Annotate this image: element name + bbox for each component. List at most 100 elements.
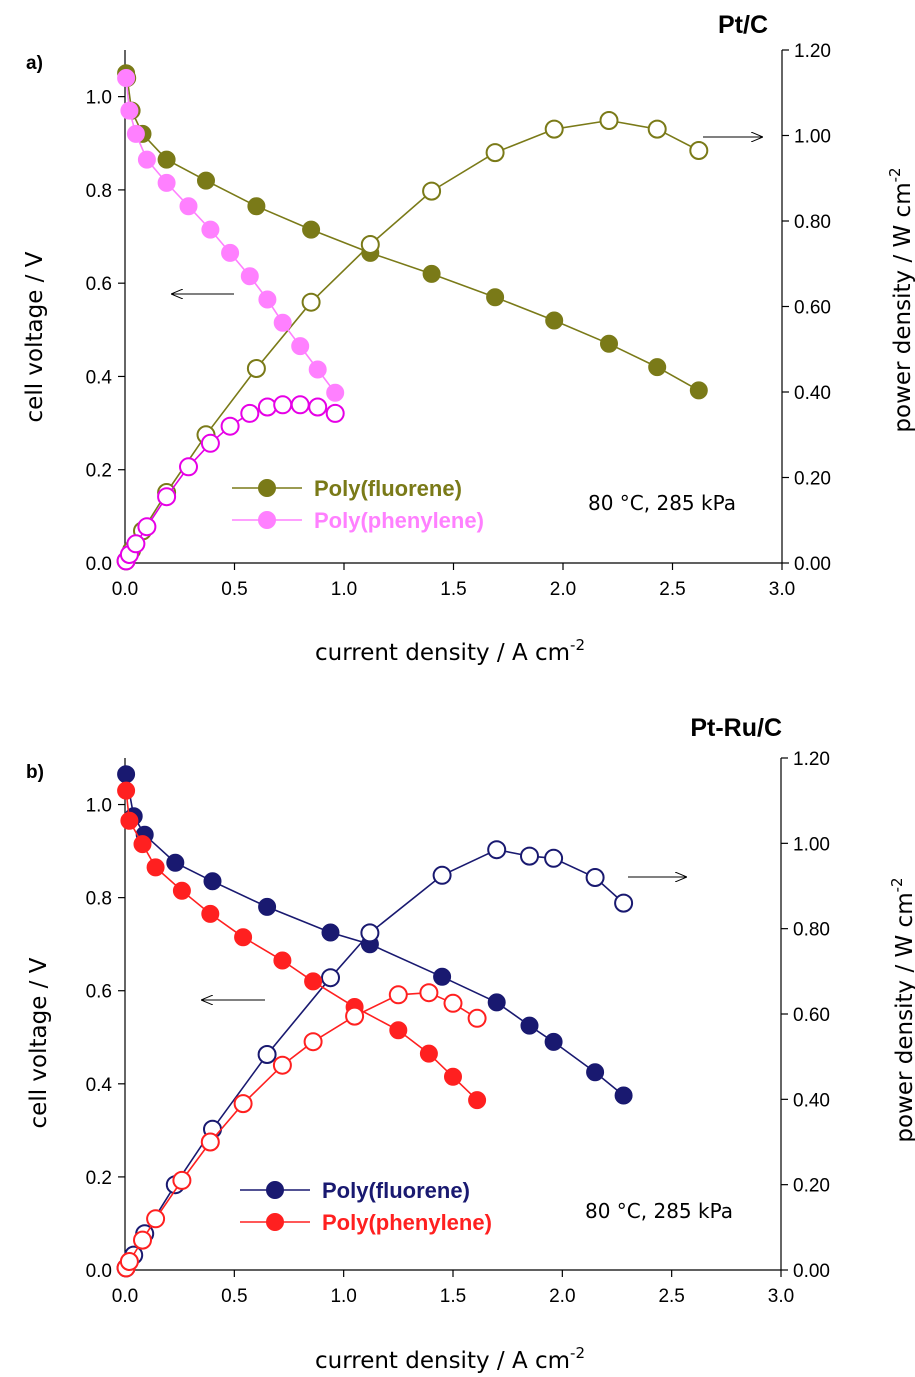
data-point [326, 383, 345, 402]
data-point [544, 1032, 563, 1051]
data-point [345, 1006, 365, 1026]
data-point [308, 360, 327, 379]
data-point [304, 972, 323, 991]
series-voltage-polyphenylene [117, 69, 345, 402]
y-tick-label: 0.6 [86, 982, 112, 1003]
data-point [419, 1044, 438, 1063]
data-point [647, 119, 667, 139]
data-point [321, 968, 340, 988]
data-point [120, 811, 139, 830]
data-point [257, 397, 277, 417]
data-point [179, 197, 198, 216]
data-point [203, 872, 222, 891]
legend-label: Poly(phenylene) [314, 508, 484, 533]
y-tick-label: 0.6 [86, 274, 112, 295]
y2-tick-label: 0.40 [794, 383, 831, 404]
y-tick-label: 0.0 [86, 1261, 112, 1282]
data-point [200, 433, 220, 453]
data-point [360, 923, 380, 943]
legend-label: Poly(fluorene) [322, 1178, 470, 1203]
x-tick-label: 1.0 [330, 1286, 356, 1307]
legend: Poly(fluorene) Poly(phenylene) [232, 476, 484, 533]
y2-tick-label: 0.60 [793, 1005, 830, 1026]
data-point [302, 220, 321, 239]
data-point [290, 395, 310, 415]
data-point [689, 381, 708, 400]
data-point [388, 985, 408, 1005]
x-tick-label: 3.0 [769, 579, 795, 600]
data-point [137, 150, 156, 169]
y-axis-label: cell voltage / V [22, 251, 48, 422]
panel-title: Pt/C [718, 11, 768, 39]
data-point [273, 313, 292, 332]
series-power-polyphenylene [116, 983, 487, 1278]
data-point [544, 119, 564, 139]
panel-title: Pt-Ru/C [690, 714, 782, 742]
data-point [201, 904, 220, 923]
data-point [689, 141, 709, 160]
data-point [467, 1008, 487, 1028]
x-tick-label: 3.0 [768, 1286, 794, 1307]
data-point [273, 395, 293, 415]
y-tick-label: 0.4 [86, 1075, 113, 1096]
data-point [544, 848, 564, 868]
data-point [120, 101, 139, 120]
x-tick-label: 1.0 [331, 579, 357, 600]
data-point [137, 517, 157, 537]
data-point [487, 840, 507, 860]
data-point [443, 993, 463, 1013]
y-tick-label: 1.0 [86, 796, 112, 817]
data-point [389, 1021, 408, 1040]
data-point [648, 358, 667, 377]
y-axis-label: cell voltage / V [26, 957, 52, 1128]
y2-tick-label: 0.20 [793, 1176, 830, 1197]
data-point [179, 457, 198, 477]
legend-label: Poly(fluorene) [314, 476, 462, 501]
y-tick-label: 0.4 [86, 367, 113, 388]
legend-label: Poly(phenylene) [322, 1210, 492, 1235]
data-point [485, 143, 505, 163]
data-point [258, 290, 277, 309]
data-point [133, 1230, 152, 1250]
panel-label: a) [26, 53, 43, 74]
data-point [301, 292, 321, 312]
data-point [321, 923, 340, 942]
y-tick-label: 0.2 [86, 461, 112, 482]
y2-tick-label: 1.20 [793, 749, 830, 770]
data-point [258, 897, 277, 916]
data-point [600, 334, 618, 353]
data-point [308, 397, 328, 417]
data-point [157, 487, 177, 507]
x-tick-label: 2.5 [658, 1286, 684, 1307]
data-point [233, 1094, 253, 1114]
data-point [433, 967, 452, 986]
data-point [200, 1132, 220, 1152]
x-tick-label: 0.0 [112, 1286, 138, 1307]
data-point [419, 983, 439, 1003]
data-point [133, 835, 152, 854]
data-point [166, 853, 185, 872]
data-point [468, 1091, 487, 1110]
data-point [614, 1086, 633, 1105]
x-tick-label: 2.0 [550, 579, 576, 600]
data-point [246, 359, 266, 378]
legend-marker [266, 1181, 284, 1199]
legend-marker [258, 479, 276, 497]
data-point [157, 150, 176, 169]
y-tick-label: 0.8 [86, 889, 112, 910]
data-point [545, 311, 564, 330]
data-point [273, 951, 292, 970]
data-point [432, 865, 452, 885]
y2-tick-label: 0.60 [794, 298, 831, 319]
y-tick-label: 0.2 [86, 1168, 112, 1189]
data-point [586, 1063, 605, 1082]
data-point [257, 1045, 277, 1064]
x-tick-label: 0.5 [221, 1286, 247, 1307]
legend: Poly(fluorene) Poly(phenylene) [240, 1178, 492, 1235]
x-tick-label: 2.5 [659, 579, 685, 600]
data-point [126, 124, 145, 143]
data-point [220, 416, 240, 436]
data-point [221, 243, 240, 262]
data-point [172, 1170, 192, 1190]
data-point [303, 1032, 323, 1052]
